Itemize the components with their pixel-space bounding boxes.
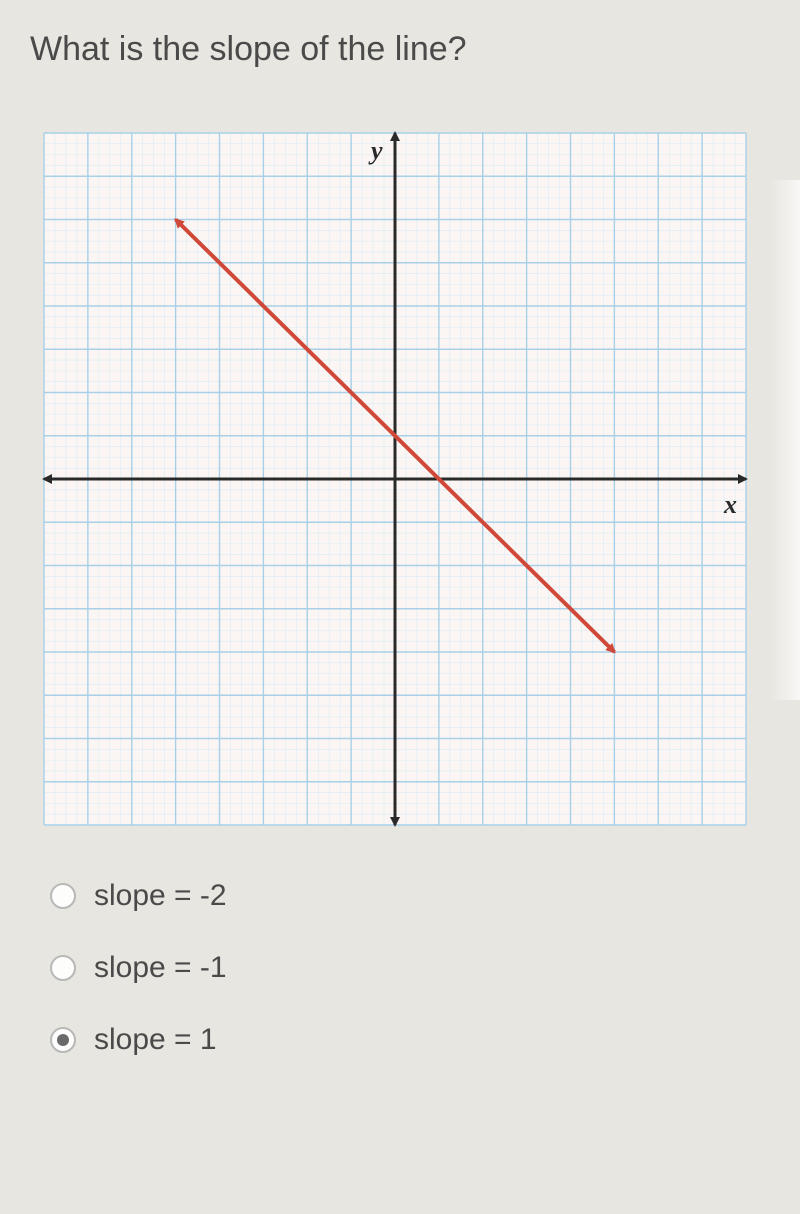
answer-options: slope = -2 slope = -1 slope = 1 — [50, 879, 770, 1057]
option-label: slope = -1 — [94, 951, 227, 985]
radio-icon[interactable] — [50, 955, 76, 981]
svg-text:x: x — [723, 490, 737, 519]
option-row[interactable]: slope = -1 — [50, 951, 770, 985]
option-row[interactable]: slope = -2 — [50, 879, 770, 913]
chart-svg: yx — [40, 129, 750, 829]
question-text: What is the slope of the line? — [30, 30, 770, 69]
radio-icon[interactable] — [50, 1027, 76, 1053]
option-label: slope = 1 — [94, 1023, 217, 1057]
option-label: slope = -2 — [94, 879, 227, 913]
svg-text:y: y — [368, 136, 383, 165]
screen-glare — [770, 180, 800, 700]
option-row[interactable]: slope = 1 — [50, 1023, 770, 1057]
radio-icon[interactable] — [50, 883, 76, 909]
coordinate-chart: yx — [40, 129, 750, 829]
